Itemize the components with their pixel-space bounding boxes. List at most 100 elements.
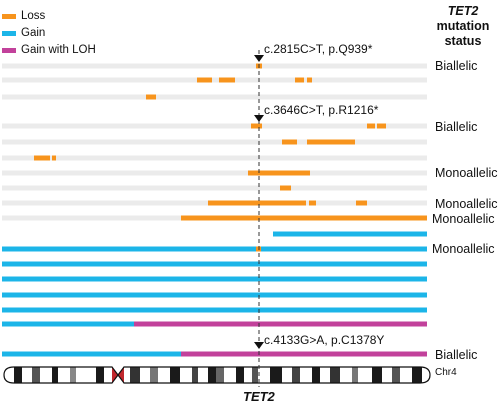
chromosome-ideogram [3, 366, 431, 384]
legend-item-loh: Gain with LOH [2, 44, 96, 56]
chromosome-band [320, 367, 330, 383]
chromosome-band [14, 367, 22, 383]
loss-segment [280, 185, 291, 191]
chromosome-band [352, 367, 358, 383]
sample-track [2, 155, 427, 161]
legend-label-loh: Gain with LOH [21, 44, 96, 56]
gain-segment [2, 307, 427, 313]
loh-swatch [2, 47, 16, 53]
chromosome-band [124, 367, 130, 383]
chromosome-band [158, 367, 170, 383]
status-header-line3: status [444, 34, 482, 48]
status-label-4: Monoallelic [435, 197, 498, 211]
chromosome-band [52, 367, 58, 383]
chromosome-band [300, 367, 312, 383]
chromosome-band [292, 367, 300, 383]
loss-segment [181, 215, 427, 221]
chromosome-band [412, 367, 422, 383]
gain-segment [2, 321, 134, 327]
chromosome-band [382, 367, 392, 383]
chromosome-band [150, 367, 158, 383]
status-label-6: Monoallelic [432, 242, 495, 256]
status-label-5: Monoallelic [432, 212, 495, 226]
chromosome-band [96, 367, 104, 383]
chromosome-band [6, 367, 14, 383]
chromosome-band [40, 367, 52, 383]
loss-segment [309, 200, 316, 206]
sample-track [2, 63, 427, 69]
loss-segment [367, 123, 375, 129]
chromosome-band [400, 367, 412, 383]
chromosome-band [76, 367, 96, 383]
chromosome-band [392, 367, 400, 383]
sample-tracks [2, 63, 427, 221]
status-label-2: Biallelic [435, 120, 478, 134]
status-header: TET2 mutation status [430, 4, 496, 49]
sample-track [2, 77, 427, 83]
loh-segment [134, 321, 427, 327]
chromosome-band [330, 367, 340, 383]
chromosome-band [372, 367, 382, 383]
gene-label: TET2 [243, 389, 275, 404]
legend-label-gain: Gain [21, 27, 46, 39]
chromosome-band [32, 367, 40, 383]
loss-segment [356, 200, 367, 206]
gain-segment [273, 231, 427, 237]
mutation-arrow-icon [254, 342, 264, 349]
chromosome-band [180, 367, 192, 383]
loss-segment [34, 155, 50, 161]
sample-track [2, 185, 427, 191]
loss-segment [282, 139, 297, 145]
loh-segment [181, 351, 427, 357]
mutation-label-1: c.2815C>T, p.Q939* [264, 42, 373, 56]
legend-item-loss: Loss [2, 10, 45, 22]
sample-track [2, 123, 427, 129]
chromosome-band [258, 367, 270, 383]
loss-swatch [2, 13, 16, 19]
chromosome-outline [3, 366, 431, 384]
chromosome-band [208, 367, 216, 383]
sample-track [2, 170, 427, 176]
loss-segment [208, 200, 306, 206]
loss-segment [146, 94, 156, 100]
chromosome-band [22, 367, 32, 383]
loss-segment [52, 155, 56, 161]
legend-item-gain: Gain [2, 27, 45, 39]
sample-track [2, 94, 427, 100]
loss-segment [307, 77, 312, 83]
loss-segment [295, 77, 304, 83]
chromosome-band [282, 367, 292, 383]
mutation-arrow-icon [254, 55, 264, 62]
loss-segment [197, 77, 212, 83]
chromosome-band [422, 367, 428, 383]
gain-segment [2, 351, 181, 357]
status-header-line2: mutation [436, 19, 490, 33]
status-label-3: Monoallelic [435, 166, 498, 180]
chromosome-band [130, 367, 140, 383]
chromosome-band [236, 367, 244, 383]
chromosome-band [58, 367, 70, 383]
loss-segment [377, 123, 386, 129]
gain-segment [2, 246, 256, 252]
loss-segment [307, 139, 355, 145]
mutation-arrow-icon [254, 115, 264, 122]
gain-segment [2, 276, 427, 282]
chromosome-band [170, 367, 180, 383]
chromosome-band [192, 367, 198, 383]
chromosome-band [358, 367, 372, 383]
chromosome-band [244, 367, 252, 383]
chromosome-band [198, 367, 208, 383]
mutation-label-2: c.3646C>T, p.R1216* [264, 103, 379, 117]
chromosome-band [340, 367, 352, 383]
status-label-1: Biallelic [435, 59, 478, 73]
status-label-7: Biallelic [435, 348, 478, 362]
legend-label-loss: Loss [21, 10, 46, 22]
chromosome-band [224, 367, 236, 383]
cnv-segments [2, 63, 427, 357]
gain-segment [261, 246, 427, 252]
mutation-label-3: c.4133G>A, p.C1378Y [264, 333, 385, 347]
gain-segment [2, 261, 427, 267]
loss-segment [251, 123, 262, 129]
loss-segment [219, 77, 235, 83]
